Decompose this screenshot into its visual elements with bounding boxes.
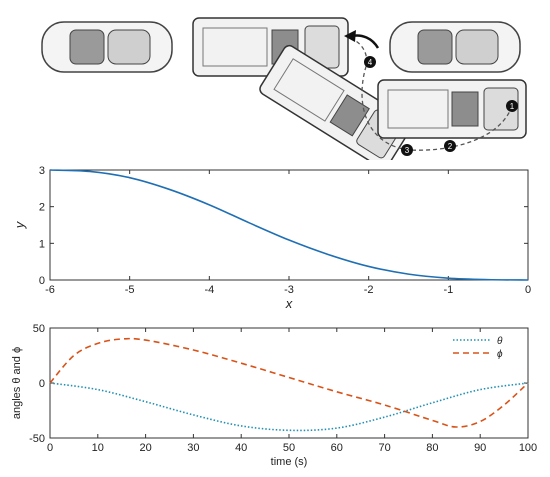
y-tick-label: 0 <box>39 378 45 390</box>
svg-text:4: 4 <box>368 58 373 67</box>
svg-text:2: 2 <box>448 142 453 151</box>
series-line <box>49 169 529 281</box>
x-tick-label: 40 <box>235 442 247 454</box>
y-axis-label: angles θ and ϕ <box>11 347 23 419</box>
legend-label: ϕ <box>497 349 503 360</box>
step-marker: 4 <box>364 56 376 68</box>
x-tick-label: -4 <box>204 284 214 296</box>
x-tick-label: 50 <box>283 442 295 454</box>
step-marker: 1 <box>506 100 518 112</box>
y-tick-label: -50 <box>29 433 45 445</box>
svg-text:3: 3 <box>405 146 410 155</box>
parked-car-icon <box>389 21 521 73</box>
x-tick-label: -1 <box>443 284 453 296</box>
x-axis-label: time (s) <box>271 456 308 468</box>
y-axis-label: y <box>12 220 27 229</box>
x-tick-label: 20 <box>139 442 151 454</box>
parking-illustration: 1 2 3 4 <box>41 17 527 160</box>
x-tick-label: 70 <box>378 442 390 454</box>
x-tick-label: 60 <box>331 442 343 454</box>
trajectory-chart: -6 -5 -4 -3 -2 -1 0 0 1 2 3 x y <box>12 165 531 310</box>
van-icon <box>377 79 527 139</box>
x-tick-label: 10 <box>92 442 104 454</box>
plot-area <box>49 327 529 439</box>
van-icon <box>192 17 349 77</box>
legend-label: θ <box>497 336 503 347</box>
x-tick-label: 30 <box>187 442 199 454</box>
y-tick-label: 1 <box>39 238 45 250</box>
x-tick-label: 0 <box>525 284 531 296</box>
step-marker: 2 <box>444 140 456 152</box>
arrow-icon <box>344 30 356 42</box>
y-tick-label: 50 <box>33 323 45 335</box>
x-tick-label: -3 <box>284 284 294 296</box>
x-tick-label: 80 <box>426 442 438 454</box>
series-line <box>49 337 529 428</box>
y-tick-label: 2 <box>39 202 45 214</box>
x-tick-label: -2 <box>364 284 374 296</box>
x-tick-label: 90 <box>474 442 486 454</box>
y-tick-label: 3 <box>39 165 45 177</box>
parked-car-icon <box>41 21 173 73</box>
step-marker: 3 <box>401 144 413 156</box>
arrow-icon <box>351 34 380 49</box>
x-tick-label: 0 <box>47 442 53 454</box>
svg-text:1: 1 <box>510 102 515 111</box>
x-tick-label: -5 <box>125 284 135 296</box>
y-tick-label: 0 <box>39 275 45 287</box>
plot-area <box>49 169 529 281</box>
x-tick-label: 100 <box>519 442 537 454</box>
x-tick-label: -6 <box>45 284 55 296</box>
x-axis-label: x <box>285 296 293 310</box>
